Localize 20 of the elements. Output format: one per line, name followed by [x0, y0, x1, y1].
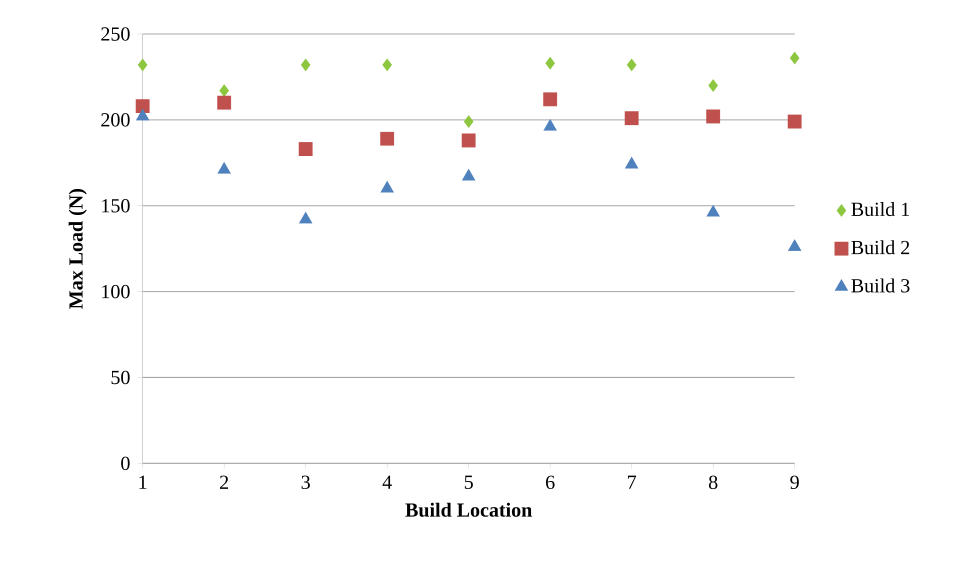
x-tick-label: 8 [708, 476, 718, 490]
legend-label: Build 2 [851, 240, 910, 254]
legend-label: Build 3 [851, 278, 910, 292]
x-tick-label: 3 [302, 476, 310, 490]
y-tick-label: 150 [102, 198, 130, 212]
y-tick-label: 250 [101, 27, 130, 41]
y-axis-title: Max Load (N) [68, 189, 87, 309]
x-tick-label: 5 [464, 476, 473, 489]
x-tick-label: 2 [220, 476, 228, 489]
y-tick-label: 100 [102, 284, 130, 298]
y-tick-label: 0 [121, 456, 130, 470]
y-tick-label: 200 [101, 113, 130, 127]
x-tick-label: 9 [790, 476, 799, 490]
x-tick-label: 1 [139, 476, 146, 489]
y-tick-label: 50 [112, 370, 130, 384]
x-tick-label: 6 [546, 476, 555, 490]
x-tick-label: 7 [628, 476, 636, 489]
x-tick-label: 4 [382, 476, 392, 489]
legend-label: Build 1 [851, 202, 910, 216]
x-axis-title: Build Location [405, 502, 532, 517]
